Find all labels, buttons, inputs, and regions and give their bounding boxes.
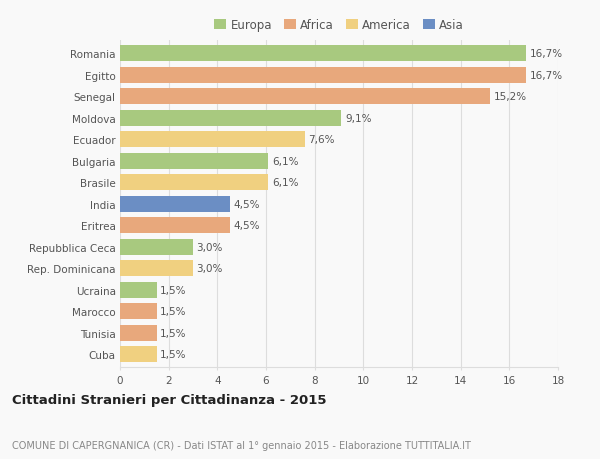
Text: 7,6%: 7,6% bbox=[308, 135, 335, 145]
Legend: Europa, Africa, America, Asia: Europa, Africa, America, Asia bbox=[214, 19, 464, 32]
Bar bbox=[120, 67, 526, 84]
Text: 6,1%: 6,1% bbox=[272, 157, 299, 166]
Text: COMUNE DI CAPERGNANICA (CR) - Dati ISTAT al 1° gennaio 2015 - Elaborazione TUTTI: COMUNE DI CAPERGNANICA (CR) - Dati ISTAT… bbox=[12, 440, 471, 450]
Bar bbox=[120, 218, 229, 234]
Bar bbox=[120, 153, 268, 169]
Text: 6,1%: 6,1% bbox=[272, 178, 299, 188]
Bar bbox=[120, 46, 526, 62]
Text: 9,1%: 9,1% bbox=[345, 113, 371, 123]
Text: 1,5%: 1,5% bbox=[160, 349, 187, 359]
Text: 16,7%: 16,7% bbox=[530, 71, 563, 81]
Text: 4,5%: 4,5% bbox=[233, 221, 260, 231]
Bar bbox=[120, 303, 157, 319]
Text: 16,7%: 16,7% bbox=[530, 49, 563, 59]
Bar bbox=[120, 175, 268, 191]
Text: 3,0%: 3,0% bbox=[197, 242, 223, 252]
Text: 1,5%: 1,5% bbox=[160, 285, 187, 295]
Bar bbox=[120, 89, 490, 105]
Bar bbox=[120, 261, 193, 277]
Bar bbox=[120, 132, 305, 148]
Bar bbox=[120, 196, 229, 213]
Bar bbox=[120, 111, 341, 127]
Text: Cittadini Stranieri per Cittadinanza - 2015: Cittadini Stranieri per Cittadinanza - 2… bbox=[12, 393, 326, 406]
Text: 15,2%: 15,2% bbox=[494, 92, 527, 102]
Bar bbox=[120, 282, 157, 298]
Text: 1,5%: 1,5% bbox=[160, 307, 187, 316]
Text: 3,0%: 3,0% bbox=[197, 263, 223, 274]
Bar bbox=[120, 346, 157, 362]
Bar bbox=[120, 325, 157, 341]
Bar bbox=[120, 239, 193, 255]
Text: 1,5%: 1,5% bbox=[160, 328, 187, 338]
Text: 4,5%: 4,5% bbox=[233, 199, 260, 209]
